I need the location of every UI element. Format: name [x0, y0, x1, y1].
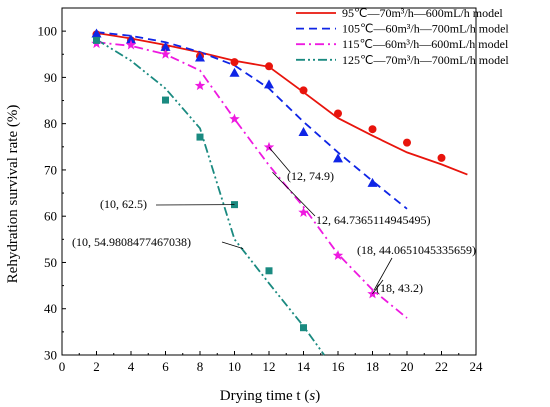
x-tick-label: 6	[162, 359, 169, 374]
y-tick-label: 30	[44, 348, 57, 363]
data-point-series-3	[298, 207, 309, 217]
legend: 95℃—70m³/h—600mL/h model 105℃—60m³/h—700m…	[296, 6, 509, 67]
data-point-series-1	[403, 138, 411, 147]
series-line-3	[96, 41, 408, 319]
annotation-leader-line	[372, 279, 384, 295]
data-point-series-2	[126, 34, 136, 44]
data-point-series-3	[332, 250, 344, 260]
marker-layer	[91, 28, 446, 332]
x-tick-label: 0	[59, 359, 66, 374]
y-tick-label: 50	[44, 255, 57, 270]
series-line-4	[96, 38, 325, 356]
x-tick-label: 20	[401, 359, 414, 374]
data-point-series-2	[195, 52, 205, 62]
x-axis-label-suffix: )	[315, 388, 320, 404]
annotation-label: (10, 62.5)	[100, 197, 147, 211]
data-point-series-4	[300, 324, 307, 332]
x-tick-label: 24	[470, 359, 484, 374]
data-point-series-3	[194, 80, 206, 91]
series-line-1	[96, 32, 468, 176]
legend-entry-label: 115℃—60m³/h—600mL/h model	[342, 37, 509, 51]
x-tick-label: 12	[263, 359, 276, 374]
data-point-series-2	[160, 41, 171, 51]
series-layer	[96, 31, 468, 356]
x-tick-label: 4	[128, 359, 135, 374]
x-tick-label: 18	[366, 359, 379, 374]
x-tick-label: 10	[228, 359, 241, 374]
x-tick-label: 14	[297, 359, 311, 374]
data-point-series-2	[333, 153, 343, 163]
y-tick-label: 80	[44, 116, 57, 131]
y-tick-label: 90	[44, 70, 57, 85]
annotation-leader-line	[373, 257, 393, 290]
data-point-series-1	[368, 125, 377, 134]
x-axis-label-unit: s	[309, 388, 315, 404]
data-point-series-3	[263, 141, 275, 152]
annotation-label: (18, 43.2)	[376, 281, 423, 295]
y-tick-label: 60	[44, 209, 57, 224]
data-point-series-2	[91, 28, 102, 38]
data-point-series-2	[264, 79, 274, 89]
y-tick-label: 100	[38, 24, 58, 39]
data-point-series-2	[229, 67, 240, 77]
data-point-series-2	[367, 177, 378, 187]
annotation-label: 12, 64.7365114945495)	[316, 213, 431, 227]
y-tick-label: 70	[44, 162, 57, 177]
data-point-series-2	[298, 126, 309, 136]
legend-entry-label: 95℃—70m³/h—600mL/h model	[342, 6, 503, 20]
annotation-label: (10, 54.9808477467038)	[72, 235, 191, 249]
y-axis-label: Rehydration survival rate (%)	[5, 105, 21, 284]
data-point-series-1	[437, 153, 446, 162]
x-axis-label: Drying time t (s)	[220, 388, 320, 404]
data-point-series-3	[229, 113, 240, 124]
legend-entry-label: 105℃—60m³/h—700mL/h model	[342, 22, 509, 36]
data-point-series-1	[334, 109, 342, 118]
x-axis-label-prefix: Drying time t (	[220, 388, 310, 404]
legend-entry-label: 125℃—70m³/h—700mL/h model	[342, 53, 509, 67]
annotation-leader-line	[272, 171, 316, 217]
x-tick-label: 16	[332, 359, 346, 374]
x-tick-label: 22	[435, 359, 448, 374]
data-point-series-4	[265, 267, 273, 275]
data-point-series-1	[299, 86, 308, 95]
annotation-label: (12, 74.9)	[287, 169, 334, 183]
data-point-series-4	[196, 133, 204, 141]
annotation-leader-line	[221, 241, 244, 249]
series-line-2	[96, 31, 408, 210]
data-point-series-1	[230, 58, 239, 67]
data-point-series-4	[162, 96, 169, 104]
y-tick-label: 40	[44, 301, 57, 316]
annotation-layer: (12, 74.9) 12, 64.7365114945495) (10, 62.5…	[72, 147, 476, 295]
data-point-series-3	[125, 39, 137, 50]
x-tick-label: 2	[93, 359, 100, 374]
data-point-series-3	[160, 48, 171, 59]
annotation-leader-line	[268, 147, 291, 173]
x-tick-label: 8	[197, 359, 204, 374]
data-point-series-4	[93, 36, 100, 44]
data-point-series-1	[265, 62, 273, 71]
annotation-label: (18, 44.0651045335659)	[357, 243, 476, 257]
